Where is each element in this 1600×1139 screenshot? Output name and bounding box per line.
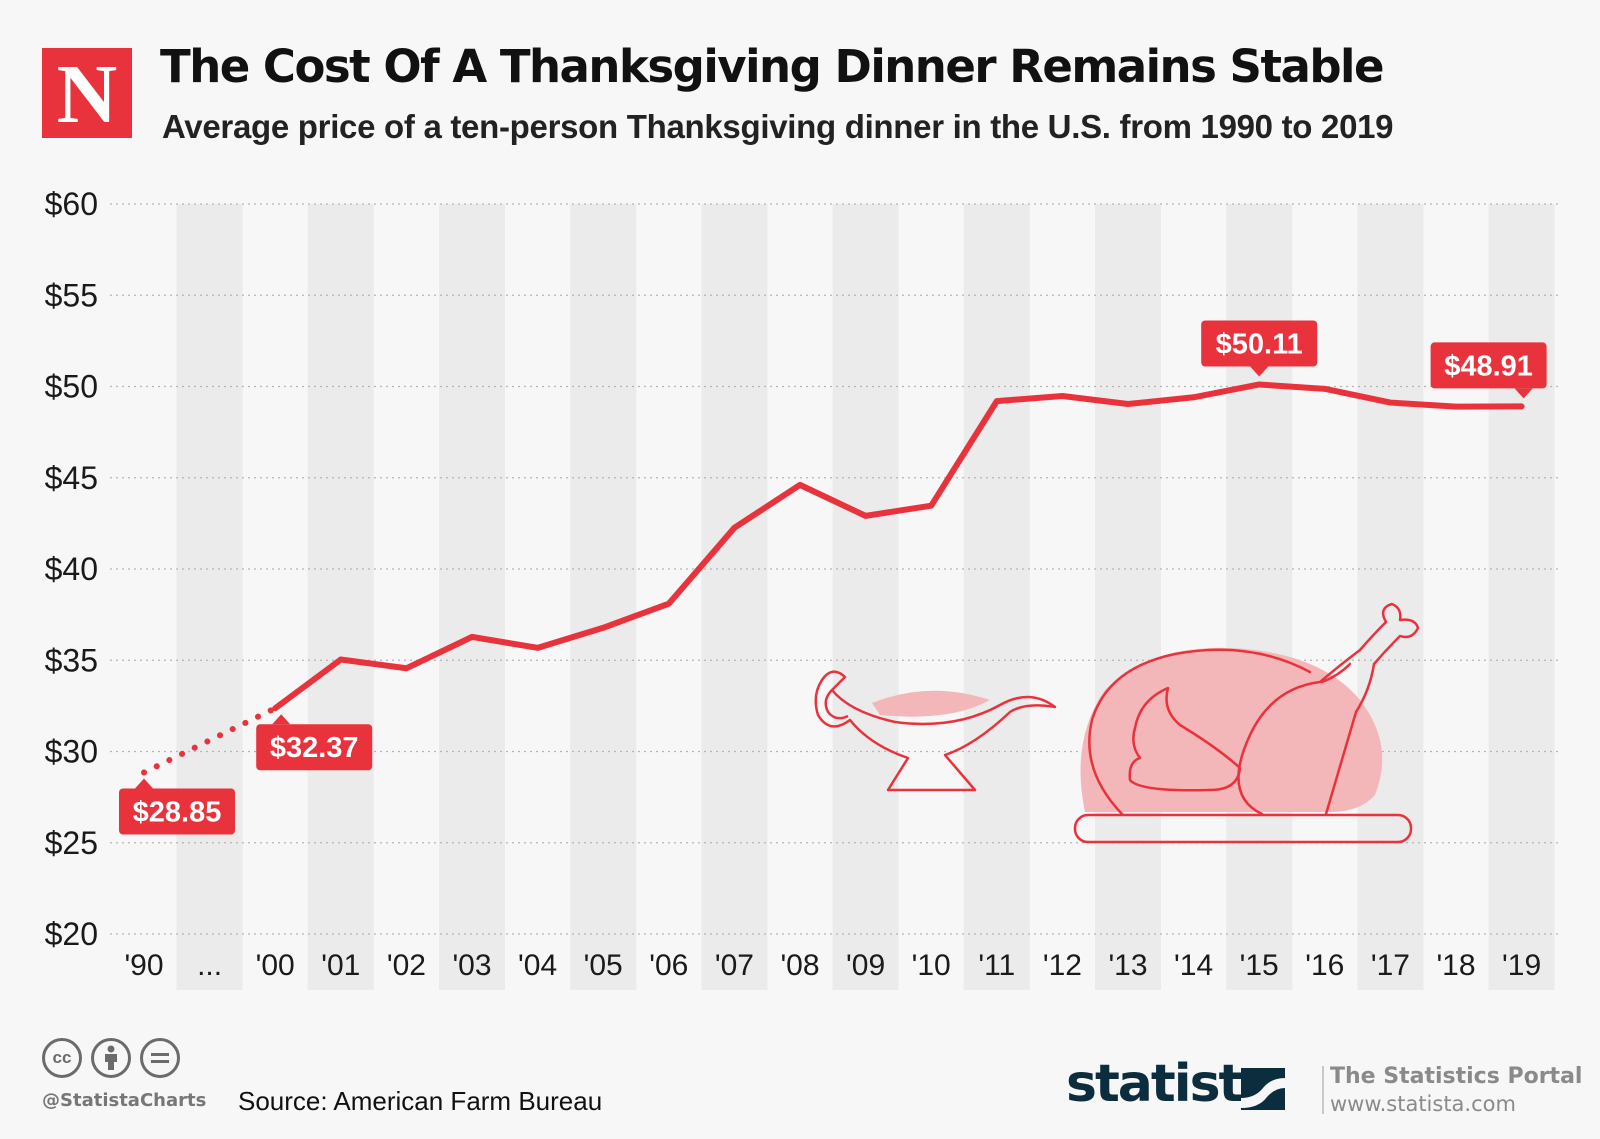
x-tick-label: '03	[452, 949, 491, 982]
data-label-pointer	[272, 714, 291, 725]
x-tick-label: '10	[912, 949, 951, 982]
column-stripes	[176, 204, 1555, 990]
column-stripe	[570, 204, 637, 990]
data-label: $28.85	[119, 778, 235, 835]
cc-icon[interactable]: cc	[42, 1038, 82, 1078]
data-label-box	[1201, 320, 1318, 367]
column-stripe	[963, 204, 1030, 990]
footer-divider	[1322, 1066, 1324, 1114]
no-derivatives-icon[interactable]	[140, 1038, 180, 1078]
column-stripe	[1095, 204, 1161, 990]
x-tick-label: '08	[780, 949, 819, 982]
data-label-box	[119, 788, 235, 835]
x-tick-label: '19	[1502, 949, 1541, 982]
portal-name: The Statistics Portal	[1330, 1064, 1583, 1089]
x-tick-label: '13	[1108, 949, 1147, 982]
x-tick-label: '17	[1371, 949, 1410, 982]
statista-logo-icon	[1241, 1068, 1285, 1110]
x-axis-ticks: '90... '00 '01 '02 '03 '04 '05 '06 '07 '08 '09 '10 '…	[124, 949, 1541, 982]
data-label-text: $48.91	[1444, 350, 1533, 382]
column-stripe	[701, 204, 768, 990]
series-line	[272, 381, 1525, 712]
x-tick-label: '14	[1174, 949, 1213, 982]
x-tick-label: '04	[518, 949, 557, 982]
column-stripe	[1488, 204, 1555, 990]
x-tick-label: '00	[256, 949, 295, 982]
y-tick-label: $50	[45, 369, 98, 405]
dotted-gap-segment	[141, 705, 279, 776]
data-label: $50.11	[1201, 320, 1318, 377]
y-tick-label: $30	[45, 734, 98, 770]
x-tick-label: '11	[978, 949, 1015, 982]
x-tick-label: ...	[197, 949, 222, 982]
y-tick-label: $55	[45, 277, 98, 313]
column-stripe	[1357, 204, 1424, 990]
data-label-pointer	[1514, 388, 1533, 399]
column-stripe	[307, 204, 374, 990]
logo-letter: N	[56, 48, 118, 141]
y-tick-label: $25	[45, 825, 98, 861]
y-tick-label: $35	[45, 642, 98, 678]
data-label-pointer	[135, 778, 153, 789]
x-tick-label: '07	[715, 949, 754, 982]
x-tick-label: '06	[649, 949, 688, 982]
data-label: $32.37	[256, 714, 373, 771]
data-labels: $28.85 $32.37 $50.11 $48.91	[119, 320, 1547, 835]
price-series	[141, 381, 1525, 776]
x-tick-label: '12	[1043, 949, 1082, 982]
x-tick-label: '09	[846, 949, 885, 982]
x-tick-label: '05	[584, 949, 623, 982]
data-label-text: $50.11	[1216, 328, 1303, 360]
newsweek-logo: N	[42, 48, 132, 138]
attribution-icon[interactable]	[91, 1038, 131, 1078]
column-stripe	[439, 204, 505, 990]
twitter-handle[interactable]: @StatistaCharts	[42, 1090, 207, 1111]
y-tick-label: $40	[45, 551, 98, 587]
data-label: $48.91	[1430, 342, 1547, 399]
x-tick-label: '18	[1436, 949, 1475, 982]
data-label-box	[1430, 342, 1547, 389]
gravy-boat-icon	[814, 670, 1057, 792]
column-stripe	[176, 204, 243, 990]
x-tick-label: '01	[321, 949, 360, 982]
column-stripe	[832, 204, 899, 990]
portal-url[interactable]: www.statista.com	[1330, 1092, 1516, 1116]
page-subtitle: Average price of a ten-person Thanksgivi…	[162, 108, 1394, 145]
y-tick-label: $60	[45, 186, 98, 222]
license-icons: cc	[42, 1038, 180, 1078]
y-tick-label: $45	[45, 460, 98, 496]
data-label-text: $32.37	[270, 732, 359, 764]
data-label-pointer	[1250, 366, 1269, 377]
data-label-text: $28.85	[133, 796, 222, 828]
source-note: Source: American Farm Bureau	[238, 1086, 603, 1116]
x-tick-label: '16	[1305, 949, 1344, 982]
x-tick-label: '90	[124, 949, 163, 982]
y-axis-ticks: $20 $25 $30 $35 $40 $45 $50 $55 $60	[45, 186, 98, 952]
y-tick-label: $20	[45, 916, 98, 952]
page-title: The Cost Of A Thanksgiving Dinner Remain…	[160, 40, 1384, 93]
x-tick-label: '02	[387, 949, 426, 982]
data-label-box	[256, 724, 373, 771]
x-tick-label: '15	[1240, 949, 1279, 982]
roast-turkey-icon	[1073, 602, 1420, 844]
